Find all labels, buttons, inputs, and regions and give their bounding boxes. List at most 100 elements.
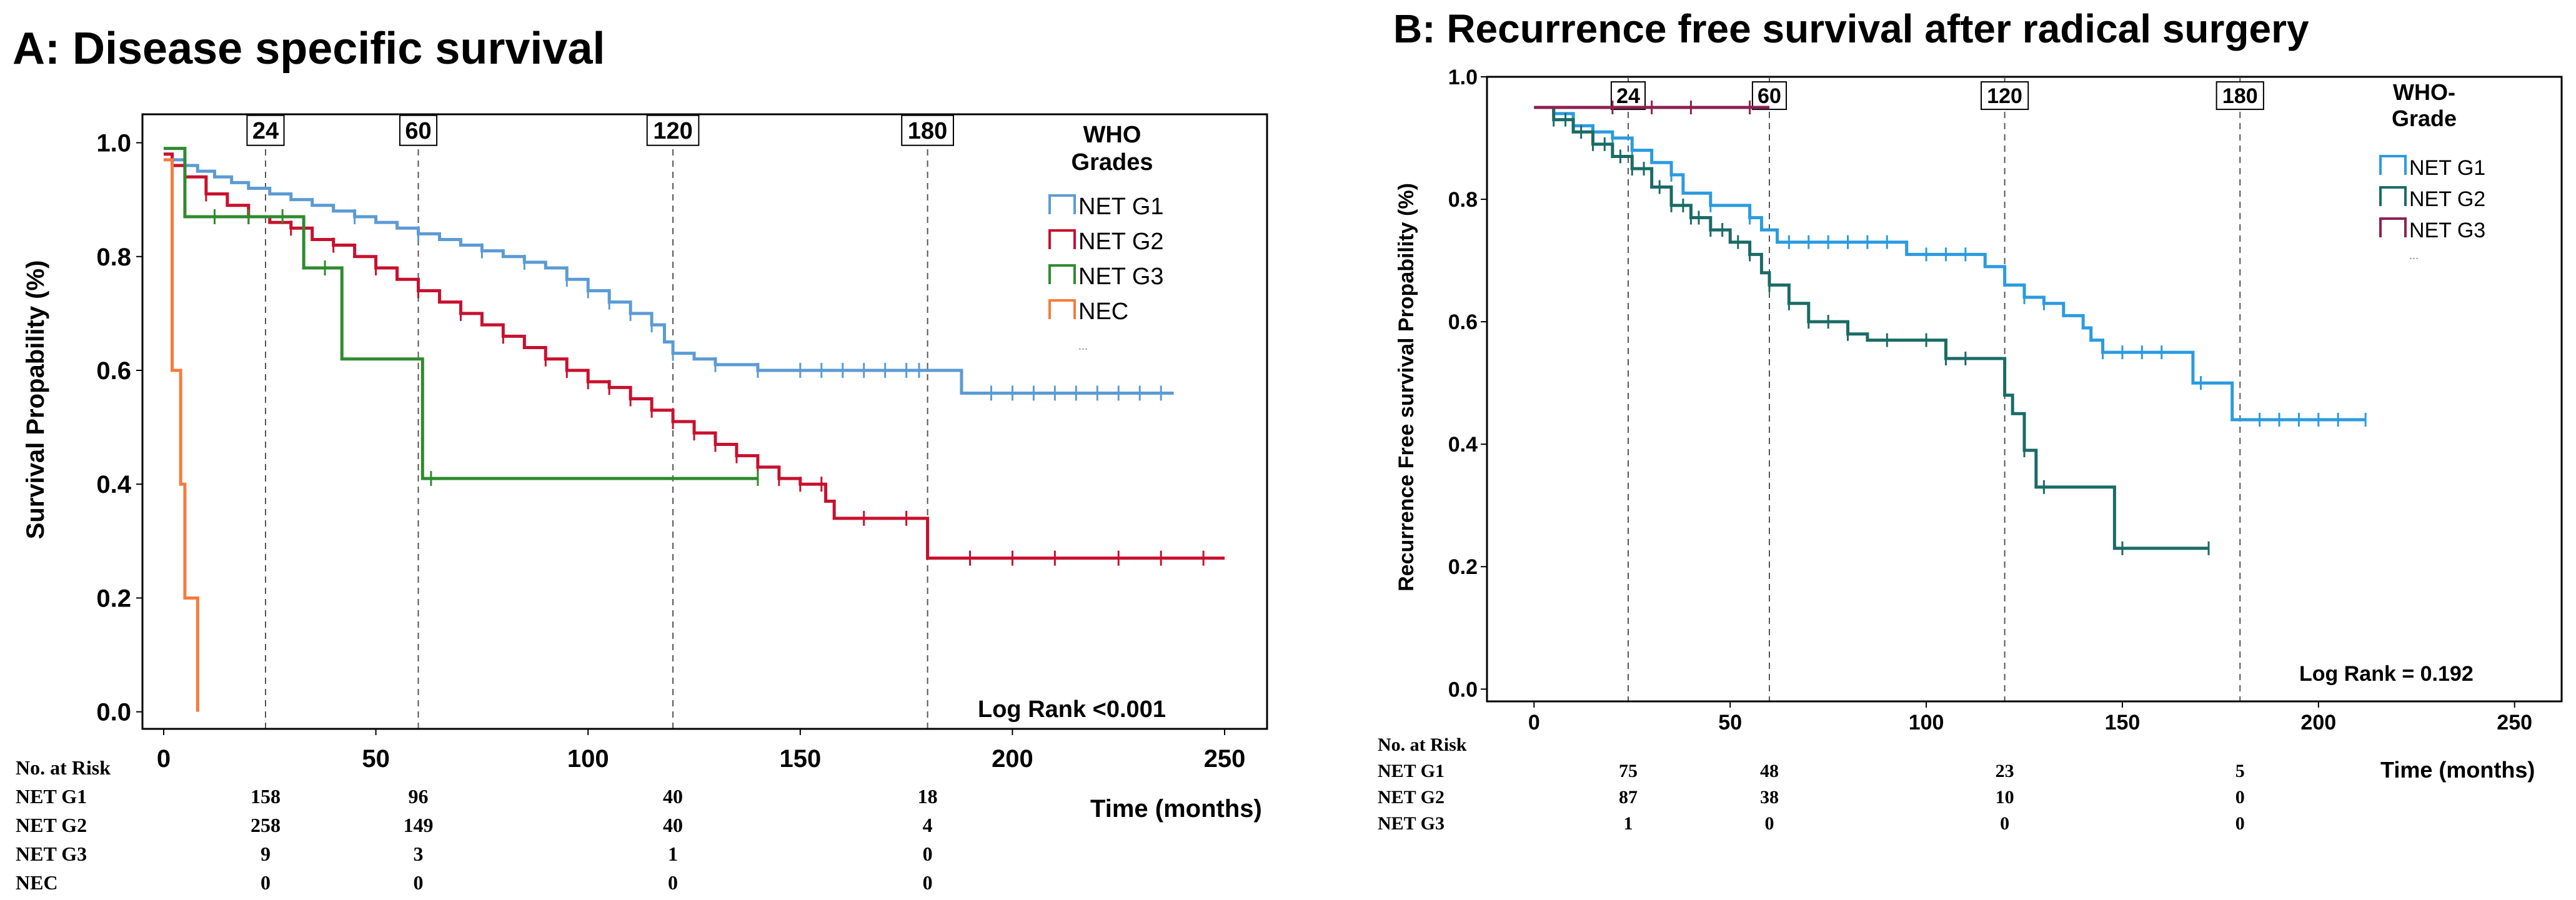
y-tick-label: 0.0 <box>1448 678 1478 701</box>
risk-cell: 9 <box>261 843 271 865</box>
reference-label: 60 <box>405 118 431 144</box>
x-tick-label: 50 <box>362 745 390 773</box>
legend-swatch-net-g1 <box>2379 155 2407 175</box>
risk-cell: 158 <box>251 785 281 808</box>
reference-label-box <box>1980 81 2029 111</box>
panel-b-title: B: Recurrence free survival after radica… <box>1393 6 2309 51</box>
reference-label: 180 <box>2222 84 2258 108</box>
y-tick-label: 0.2 <box>96 585 131 612</box>
series-line-net-g1 <box>1534 106 2366 422</box>
legend-label: NET G2 <box>1078 229 1164 255</box>
risk-row-label: NET G3 <box>1378 813 1445 834</box>
legend-swatch-net-g2 <box>1048 229 1076 249</box>
panel-b-legend-title-1: WHO- <box>2393 79 2455 105</box>
panel-b-legend: WHO- Grade NET G1 NET G2 NET G3... <box>2379 79 2485 262</box>
series-line-nec <box>163 158 199 712</box>
risk-cell: 0 <box>2235 813 2245 834</box>
y-tick-label: 1.0 <box>1448 66 1478 89</box>
series-line-net-g1 <box>163 152 1174 395</box>
risk-cell: 0 <box>1764 813 1774 834</box>
x-tick-label: 200 <box>992 745 1033 773</box>
risk-cell: 1 <box>668 843 678 865</box>
y-tick-label: 0.6 <box>1448 310 1478 334</box>
reference-label-box <box>246 114 285 146</box>
risk-cell: 0 <box>414 871 424 894</box>
panel-a-legend: WHO Grades NET G1 NET G2 NET G3 NEC... <box>1048 122 1164 353</box>
legend-swatch-nec <box>1048 299 1076 319</box>
reference-label-box <box>2215 81 2264 111</box>
y-tick-label: 0.2 <box>1448 555 1478 579</box>
panel-b-y-axis-label: Recurrence Free survival Propability (%) <box>1395 183 1418 591</box>
legend-swatch-net-g3 <box>2379 217 2407 237</box>
legend-swatch-net-g3 <box>1048 264 1076 284</box>
reference-label-box <box>1610 81 1646 111</box>
panel-a-title: A: Disease specific survival <box>12 24 605 74</box>
x-tick-label: 200 <box>2300 711 2336 734</box>
series-line-net-g3 <box>163 147 758 480</box>
panel-a-plot-frame <box>141 113 1268 730</box>
y-tick-label: 1.0 <box>96 130 131 157</box>
risk-cell: 4 <box>923 814 933 836</box>
risk-cell: 10 <box>1996 787 2014 808</box>
risk-cell: 258 <box>251 814 281 836</box>
risk-row-label: NET G2 <box>1378 787 1445 808</box>
x-tick-label: 150 <box>779 745 821 773</box>
series-line-net-g2 <box>163 152 1225 560</box>
reference-label: 60 <box>1758 84 1781 108</box>
legend-label: NET G1 <box>1078 194 1164 220</box>
risk-cell: 75 <box>1619 761 1638 781</box>
risk-row-label: NET G2 <box>16 814 87 836</box>
risk-row-label: NET G1 <box>16 785 87 808</box>
reference-label-box <box>646 114 700 146</box>
legend-swatch-net-g1 <box>1048 194 1076 214</box>
x-tick-label: 150 <box>2105 711 2141 734</box>
reference-label: 180 <box>908 118 947 144</box>
series-line-net-g2 <box>1534 106 2209 550</box>
x-tick-label: 100 <box>1909 711 1944 734</box>
risk-cell: 38 <box>1760 787 1779 808</box>
risk-cell: 40 <box>663 785 683 808</box>
x-tick-label: 0 <box>1528 711 1540 734</box>
y-tick-label: 0.8 <box>96 244 131 271</box>
legend-label: NET G3 <box>1078 264 1164 290</box>
legend-swatch-net-g2 <box>2379 186 2407 206</box>
legend-label: NET G1 <box>2409 156 2485 180</box>
panel-a-legend-title-2: Grades <box>1072 149 1153 176</box>
risk-table-header: No. at Risk <box>16 756 111 779</box>
y-tick-label: 0.4 <box>96 471 131 498</box>
risk-cell: 3 <box>414 843 424 865</box>
reference-label: 24 <box>1616 84 1640 108</box>
risk-cell: 40 <box>663 814 683 836</box>
panel-b-log-rank: Log Rank = 0.192 <box>2299 662 2474 686</box>
risk-cell: 48 <box>1760 761 1779 781</box>
legend-label: NET G3 <box>2409 219 2485 242</box>
y-tick-label: 0.4 <box>1448 433 1478 457</box>
risk-cell: 0 <box>923 871 933 894</box>
risk-cell: 0 <box>261 871 271 894</box>
panel-a-x-axis-label: Time (months) <box>1090 795 1262 823</box>
reference-label: 120 <box>653 118 692 144</box>
x-tick-label: 250 <box>1204 745 1246 773</box>
panel-a-chart: A: Disease specific survival 24 60 120 180 … <box>12 24 1268 894</box>
risk-cell: 18 <box>918 785 938 808</box>
risk-row-label: NET G1 <box>1378 761 1445 781</box>
risk-cell: 0 <box>668 871 678 894</box>
reference-label: 24 <box>252 118 279 144</box>
reference-label-box <box>901 114 954 146</box>
panel-b-chart: B: Recurrence free survival after radica… <box>1378 6 2563 834</box>
x-tick-label: 100 <box>567 745 609 773</box>
legend-ellipsis: ... <box>2409 249 2419 262</box>
reference-label-box <box>399 114 438 146</box>
x-tick-label: 250 <box>2497 711 2532 734</box>
y-tick-label: 0.0 <box>96 699 131 726</box>
reference-label-box <box>1751 81 1788 111</box>
legend-ellipsis: ... <box>1078 339 1088 353</box>
risk-cell: 96 <box>409 785 429 808</box>
legend-label: NEC <box>1078 299 1128 325</box>
panel-b-plot-frame <box>1486 76 2563 703</box>
legend-label: NET G2 <box>2409 187 2485 211</box>
x-tick-label: 0 <box>157 745 171 773</box>
reference-label: 120 <box>1987 84 2022 108</box>
risk-cell: 0 <box>2235 787 2245 808</box>
